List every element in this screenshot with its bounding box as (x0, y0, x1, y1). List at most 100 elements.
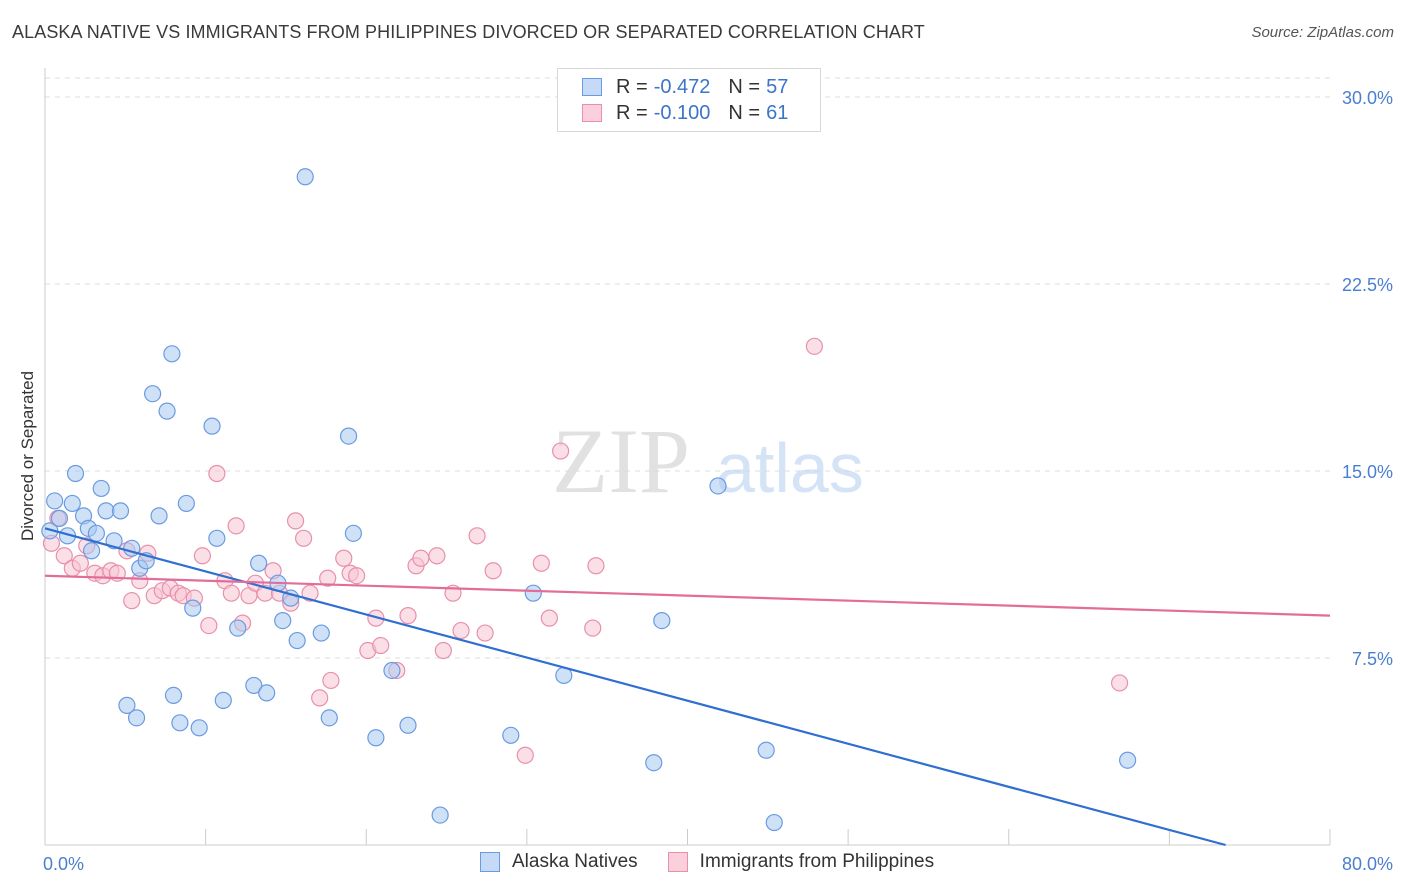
gridlines (45, 77, 1330, 659)
philippines-point (193, 547, 212, 565)
philippines-point (372, 636, 390, 655)
alaska-point (250, 554, 268, 572)
r-value-alaska: -0.472 (653, 75, 711, 98)
philippines-point (399, 607, 417, 625)
alaska-point (82, 542, 101, 560)
alaska-point (163, 345, 181, 363)
alaska-legend-swatch (480, 852, 500, 872)
stats-legend: R = -0.472 N = 57 R = -0.100 N = 61 (557, 68, 821, 132)
alaska-point (344, 524, 362, 542)
n-value-alaska: 57 (766, 75, 789, 98)
stats-row-alaska: R = -0.472 N = 57 (582, 74, 788, 100)
alaska-point (184, 599, 202, 617)
alaska-point (274, 611, 292, 630)
philippines-point (476, 624, 494, 642)
alaska-point (208, 529, 226, 547)
alaska-trend-line (44, 527, 1226, 847)
data-points (41, 168, 1137, 832)
philippines-point (71, 554, 89, 572)
n-label: N = (728, 101, 761, 124)
watermark-zip: ZIP (552, 410, 690, 512)
philippines-point (348, 567, 366, 585)
philippines-point (805, 337, 823, 355)
alaska-point (164, 686, 183, 705)
philippines-point (484, 562, 502, 580)
trend-lines (44, 527, 1331, 847)
alaska-point (97, 502, 115, 520)
philippines-point (208, 464, 226, 483)
r-label: R = (616, 75, 648, 98)
philippines-point (322, 671, 340, 690)
alaska-point (645, 754, 663, 772)
legend-label-philippines: Immigrants from Philippines (699, 851, 935, 872)
y-tick-label: 22.5% (1342, 275, 1393, 295)
philippines-point (301, 584, 319, 602)
philippines-point (295, 529, 313, 547)
legend-item-alaska[interactable]: Alaska Natives (480, 851, 638, 873)
alaska-point (312, 624, 330, 642)
legend-label-alaska: Alaska Natives (512, 851, 638, 872)
watermark: ZIP atlas (552, 410, 864, 512)
philippines-point (434, 641, 452, 660)
alaska-swatch (582, 78, 602, 96)
alaska-point (66, 464, 85, 483)
alaska-point (1119, 751, 1137, 769)
legend-item-philippines[interactable]: Immigrants from Philippines (667, 851, 935, 873)
philippines-point (412, 549, 430, 567)
watermark-atlas: atlas (716, 429, 864, 507)
alaska-point (214, 691, 232, 709)
alaska-point (383, 661, 401, 680)
alaska-point (150, 507, 168, 525)
philippines-trend-line (44, 574, 1331, 617)
alaska-point (63, 494, 81, 513)
alaska-point (339, 427, 358, 445)
alaska-point (177, 494, 195, 513)
alaska-point (399, 716, 417, 734)
alaska-point (144, 385, 162, 403)
n-value-philippines: 61 (766, 101, 789, 124)
alaska-point (87, 524, 106, 542)
philippines-point (584, 619, 602, 637)
philippines-point (123, 592, 141, 610)
alaska-point (203, 417, 221, 435)
philippines-point (452, 621, 470, 640)
philippines-point (428, 547, 446, 565)
philippines-point (552, 442, 570, 460)
alaska-point (320, 709, 338, 727)
alaska-point (296, 168, 314, 186)
alaska-point (524, 584, 542, 602)
philippines-legend-swatch (667, 852, 688, 872)
alaska-point (245, 676, 263, 695)
philippines-point (1110, 674, 1129, 692)
alaska-point (118, 696, 136, 714)
alaska-point (50, 509, 69, 527)
philippines-point (200, 616, 218, 635)
alaska-point (229, 619, 247, 637)
philippines-point (227, 517, 245, 535)
philippines-swatch (582, 104, 602, 122)
y-tick-label: 30.0% (1342, 88, 1393, 108)
y-axis-label: Divorced or Separated (18, 371, 37, 541)
source-credit: Source: ZipAtlas.com (1251, 24, 1394, 41)
alaska-point (171, 714, 189, 732)
philippines-point (335, 549, 353, 567)
philippines-point (319, 569, 337, 587)
stats-row-philippines: R = -0.100 N = 61 (582, 100, 788, 126)
philippines-point (286, 512, 305, 530)
philippines-point (587, 557, 605, 575)
r-value-philippines: -0.100 (653, 101, 711, 124)
philippines-point (516, 746, 534, 764)
n-label: N = (728, 75, 761, 98)
alaska-point (653, 611, 671, 630)
series-legend: Alaska Natives Immigrants from Philippin… (480, 851, 964, 873)
alaska-point (92, 479, 110, 498)
tick-labels: 7.5% 15.0% 22.5% 30.0% 0.0% 80.0% (43, 88, 1393, 874)
y-tick-label: 15.0% (1342, 462, 1393, 482)
alaska-point (431, 806, 449, 824)
philippines-point (468, 527, 486, 545)
philippines-point (540, 609, 558, 627)
r-label: R = (616, 101, 648, 124)
y-tick-label: 7.5% (1352, 649, 1393, 669)
philippines-point (222, 584, 240, 602)
